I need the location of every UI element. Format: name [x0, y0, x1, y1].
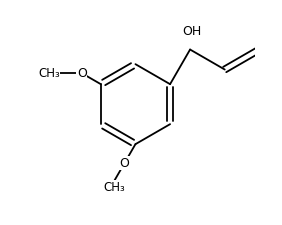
Text: O: O: [77, 67, 87, 80]
Text: O: O: [120, 157, 129, 170]
Text: OH: OH: [182, 25, 201, 38]
Text: CH₃: CH₃: [38, 67, 60, 80]
Text: CH₃: CH₃: [103, 180, 125, 194]
